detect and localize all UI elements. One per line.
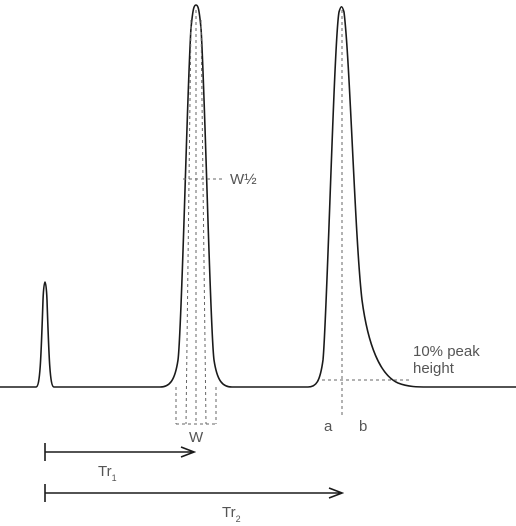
tr2-sub: 2 bbox=[236, 514, 241, 524]
peak1-left-tangent bbox=[185, 19, 192, 425]
tr1-main: Tr bbox=[98, 463, 112, 480]
w-label: W bbox=[189, 429, 204, 446]
a-label: a bbox=[324, 418, 333, 435]
tr2-main: Tr bbox=[222, 504, 236, 521]
b-label: b bbox=[359, 418, 367, 435]
peak10-label-line1: 10% peak bbox=[413, 343, 480, 360]
chromatogram-trace bbox=[0, 4, 516, 388]
peak10-label-line2: height bbox=[413, 360, 455, 377]
tr1-sub: 1 bbox=[112, 473, 117, 483]
peak1-right-tangent bbox=[200, 19, 207, 425]
w-half-label: W½ bbox=[230, 171, 257, 188]
tr1-label: Tr1 bbox=[98, 463, 117, 483]
tr2-label: Tr2 bbox=[222, 504, 241, 524]
